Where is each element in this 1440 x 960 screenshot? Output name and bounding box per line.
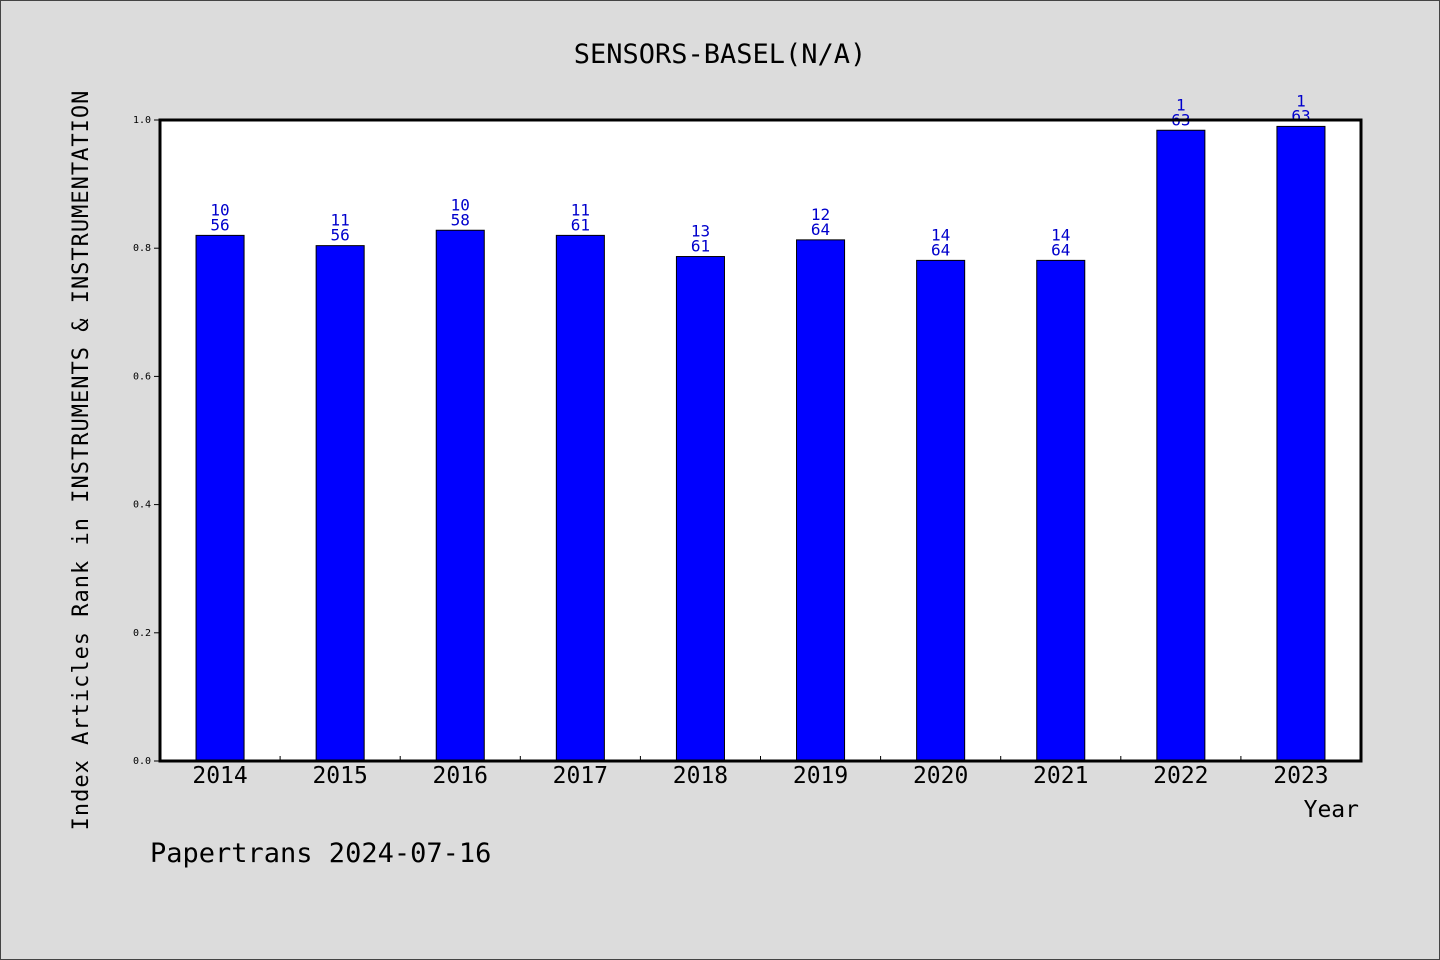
bar-2014 <box>195 234 245 762</box>
x-axis-ticks: 2014 2015 2016 2017 2018 2019 2020 2021 2022 2023 <box>192 756 1329 789</box>
bars-group <box>195 125 1326 762</box>
bar-2023 <box>1276 125 1326 762</box>
bar-2017 <box>555 234 605 762</box>
bar-label-top-2022: 1 <box>1176 95 1186 114</box>
bar-label-bottom-2014: 56 <box>210 215 229 234</box>
x-tick-label-2014: 2014 <box>192 763 247 789</box>
y-tick-label-4: 0.8 <box>133 243 151 254</box>
y-axis-ticks: 0.0 0.2 0.4 0.6 0.8 1.0 <box>133 115 160 767</box>
x-tick-label-2023: 2023 <box>1273 763 1328 789</box>
bar-label-top-2019: 12 <box>811 205 830 224</box>
bar-2018 <box>675 256 725 762</box>
bar-label-top-2014: 10 <box>210 200 229 219</box>
bar-label-top-2021: 14 <box>1051 225 1070 244</box>
bar-label-top-2015: 11 <box>331 211 350 230</box>
bar-2022 <box>1156 129 1206 762</box>
bar-label-bottom-2017: 61 <box>571 215 590 234</box>
x-tick-label-2016: 2016 <box>433 763 488 789</box>
x-tick-label-2022: 2022 <box>1153 763 1208 789</box>
bar-label-bottom-2018: 61 <box>691 237 710 256</box>
bar-label-bottom-2023: 63 <box>1291 106 1310 125</box>
x-tick-label-2015: 2015 <box>312 763 367 789</box>
bar-2015 <box>315 245 365 762</box>
y-tick-label-2: 0.4 <box>133 500 151 511</box>
x-tick-label-2017: 2017 <box>553 763 608 789</box>
y-tick-label-1: 0.2 <box>133 628 151 639</box>
y-tick-label-5: 1.0 <box>133 115 151 126</box>
bar-2019 <box>796 239 846 762</box>
bar-2020 <box>916 259 966 762</box>
plot-border <box>158 118 1363 763</box>
x-tick-label-2021: 2021 <box>1033 763 1088 789</box>
x-tick-label-2020: 2020 <box>913 763 968 789</box>
bar-label-bottom-2016: 58 <box>451 210 470 229</box>
bar-2016 <box>435 229 485 762</box>
bar-label-top-2023: 1 <box>1296 91 1306 110</box>
bar-label-top-2017: 11 <box>571 200 590 219</box>
y-tick-label-0: 0.0 <box>133 756 151 767</box>
chart-title: SENSORS-BASEL(N/A) <box>574 39 867 70</box>
footer-credit: Papertrans 2024-07-16 <box>150 838 491 869</box>
bar-2021 <box>1036 259 1086 762</box>
bar-label-bottom-2019: 64 <box>811 220 830 239</box>
bar-label-top-2018: 13 <box>691 222 710 241</box>
x-tick-label-2018: 2018 <box>673 763 728 789</box>
y-tick-label-3: 0.6 <box>133 371 151 382</box>
bar-label-bottom-2021: 64 <box>1051 240 1070 259</box>
bar-label-bottom-2020: 64 <box>931 240 950 259</box>
bar-label-bottom-2015: 56 <box>331 226 350 245</box>
bar-label-top-2016: 10 <box>451 195 470 214</box>
x-axis-label: Year <box>1304 797 1359 823</box>
bar-label-top-2020: 14 <box>931 225 950 244</box>
y-axis-label: Index Articles Rank in INSTRUMENTS & INS… <box>69 90 94 831</box>
x-tick-label-2019: 2019 <box>793 763 848 789</box>
